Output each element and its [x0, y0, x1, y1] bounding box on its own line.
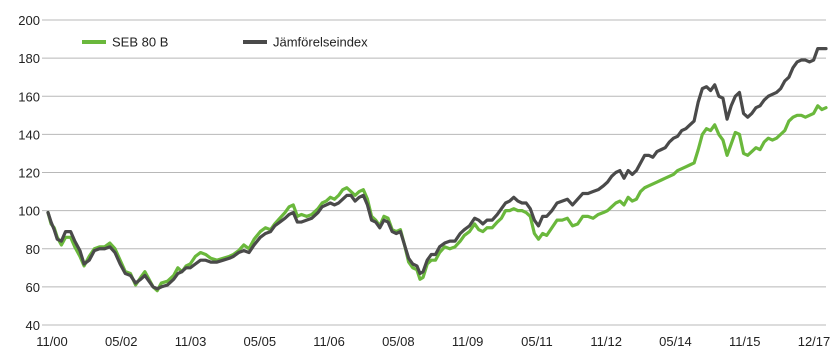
y-tick-label: 100: [18, 204, 40, 219]
legend-label: Jämförelseindex: [273, 35, 368, 50]
series-line-seb-80-b: [46, 104, 828, 293]
x-tick-label: 05/08: [382, 334, 415, 349]
x-axis-tick-labels: 11/00 05/02 11/03 05/05 11/06 05/08 11/09 05/11…: [36, 334, 830, 349]
x-tick-label: 11/00: [36, 334, 68, 349]
y-tick-label: 120: [18, 166, 40, 181]
x-tick-label: 05/05: [244, 334, 277, 349]
y-tick-label: 200: [18, 13, 40, 28]
x-tick-label: 05/14: [659, 334, 692, 349]
y-tick-label: 180: [18, 51, 40, 66]
series-lines: [46, 46, 828, 293]
x-tick-label: 11/06: [313, 334, 345, 349]
y-tick-label: 140: [18, 127, 40, 142]
y-axis-tick-labels: 40 60 80 100 120 140 160 180 200: [18, 13, 40, 333]
x-tick-label: 11/12: [590, 334, 622, 349]
y-tick-label: 60: [26, 280, 40, 295]
y-tick-label: 160: [18, 89, 40, 104]
series-line-jamforelseindex: [46, 46, 828, 291]
x-tick-label: 05/02: [105, 334, 138, 349]
legend: SEB 80 B Jämförelseindex: [82, 35, 368, 50]
y-tick-label: 40: [26, 318, 40, 333]
x-tick-label: 11/15: [729, 334, 761, 349]
x-tick-label: 12/17: [798, 334, 831, 349]
legend-label: SEB 80 B: [112, 35, 168, 50]
x-tick-label: 05/11: [521, 334, 553, 349]
x-tick-label: 11/03: [175, 334, 207, 349]
y-tick-label: 80: [26, 242, 40, 257]
x-tick-label: 11/09: [452, 334, 484, 349]
gridlines: [42, 19, 826, 326]
